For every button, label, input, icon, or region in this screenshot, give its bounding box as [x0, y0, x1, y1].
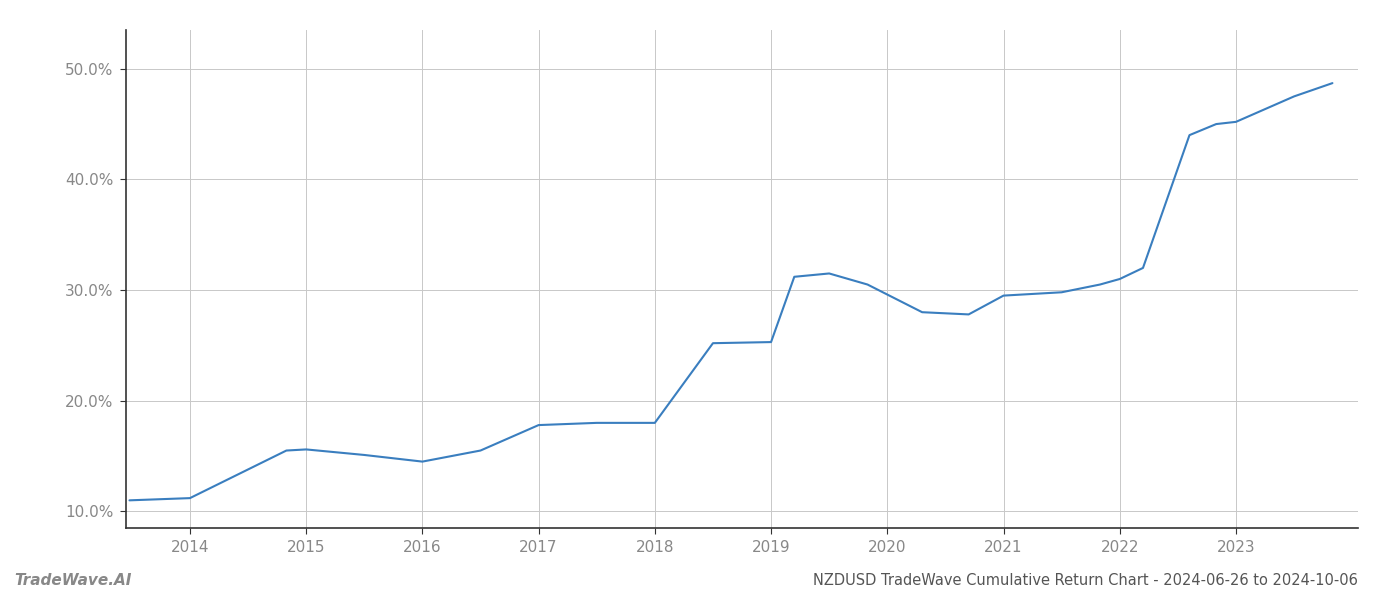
- Text: NZDUSD TradeWave Cumulative Return Chart - 2024-06-26 to 2024-10-06: NZDUSD TradeWave Cumulative Return Chart…: [813, 573, 1358, 588]
- Text: TradeWave.AI: TradeWave.AI: [14, 573, 132, 588]
